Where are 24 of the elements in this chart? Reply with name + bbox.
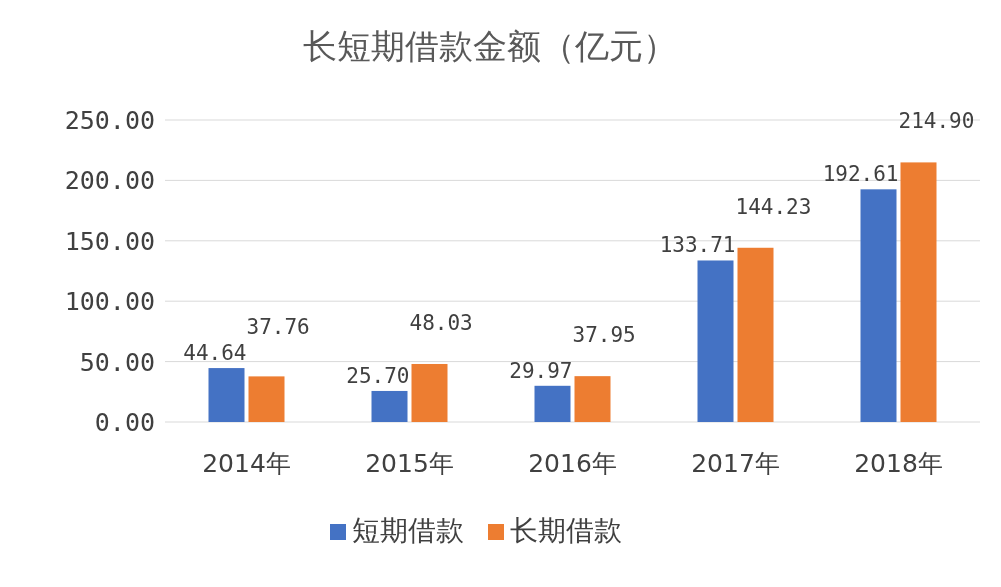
label: 133.71 [659, 233, 736, 258]
label: 144.23 [735, 194, 812, 219]
ytick: 50.00 [79, 347, 155, 377]
legend: 短期借款 [352, 514, 464, 547]
label: 29.97 [509, 358, 573, 383]
title: 长短期借款金额（亿元） [303, 26, 677, 66]
ytick: 200.00 [64, 166, 155, 196]
xtick: 2016年 [528, 449, 617, 478]
label: 48.03 [409, 311, 473, 335]
label: 37.76 [246, 315, 310, 340]
ytick: 0.00 [94, 408, 155, 437]
label: 44.64 [183, 341, 247, 366]
label: 214.90 [898, 109, 975, 134]
ytick: 250.00 [64, 106, 155, 135]
label: 25.70 [346, 363, 410, 388]
label: 37.95 [572, 323, 636, 348]
xtick: 2015年 [365, 449, 454, 478]
label: 192.61 [822, 162, 899, 187]
ytick: 100.00 [64, 287, 155, 317]
legend: 长期借款 [510, 514, 622, 547]
xtick: 2017年 [691, 449, 780, 478]
xtick: 2014年 [202, 449, 291, 478]
ytick: 150.00 [64, 226, 155, 256]
xtick: 2018年 [854, 449, 943, 478]
